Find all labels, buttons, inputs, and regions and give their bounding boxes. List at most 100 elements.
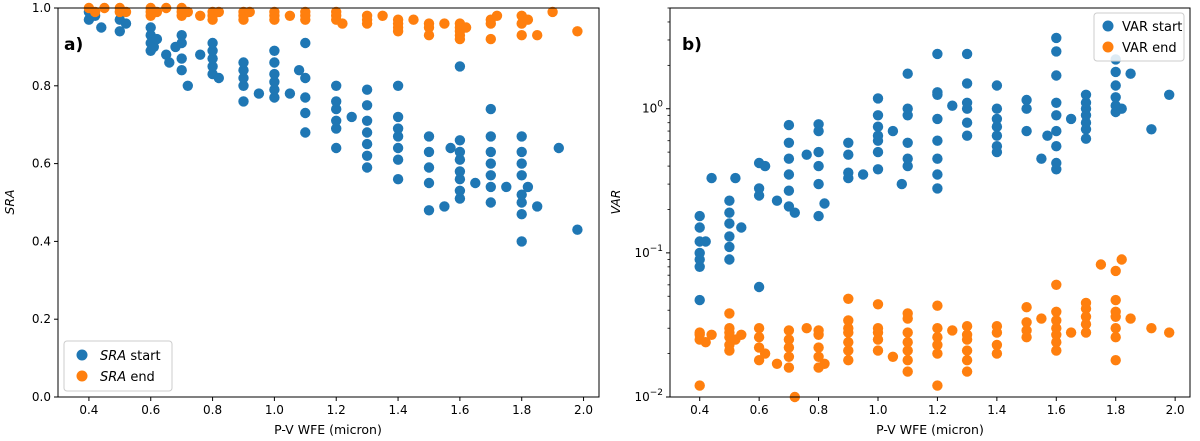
x-ticks-b: 0.4 0.6 0.8 1.0 1.2 1.4 1.6 1.8 2.0 (690, 397, 1185, 417)
x-tick-label-b-1: 0.6 (750, 403, 769, 417)
data-point-a-s0-101 (532, 201, 543, 212)
data-point-a-s0-60 (361, 84, 373, 95)
data-point-a-s1-1 (89, 6, 101, 18)
data-point-b-s0-29 (789, 207, 800, 218)
data-point-b-s0-54 (902, 137, 913, 148)
data-point-b-s0-5 (694, 222, 705, 233)
data-point-a-s1-57 (491, 10, 503, 21)
data-point-b-s1-32 (819, 358, 830, 369)
data-point-b-s0-42 (857, 169, 869, 180)
data-point-a-s0-29 (238, 80, 249, 92)
data-point-b-s1-75 (1051, 345, 1062, 356)
data-point-a-s0-59 (361, 100, 373, 111)
data-point-b-s1-65 (961, 321, 973, 332)
data-point-b-s0-104 (1110, 92, 1121, 103)
data-point-a-s0-54 (361, 162, 373, 173)
data-point-b-s0-30 (801, 149, 812, 160)
data-point-a-s0-85 (485, 181, 496, 193)
data-point-b-s0-101 (1080, 89, 1092, 101)
legend-label-sra-start-rest: start (126, 349, 160, 364)
data-point-b-s0-51 (896, 178, 907, 190)
axes-frame-a (57, 7, 600, 398)
data-point-b-s1-37 (843, 323, 854, 334)
data-point-b-s0-17 (753, 281, 765, 293)
data-point-a-s0-97 (516, 158, 527, 169)
legend-label-sra-end-italic: SRA (100, 370, 126, 385)
data-point-a-s0-12 (151, 33, 163, 45)
data-point-b-s0-81 (1021, 103, 1032, 114)
data-point-a-s0-40 (284, 88, 296, 99)
data-point-b-s1-11 (724, 308, 735, 319)
data-point-b-s0-27 (783, 137, 795, 148)
x-tick-label-a-8: 2.0 (574, 403, 593, 417)
data-point-b-s1-46 (902, 366, 913, 377)
data-point-b-s0-3 (694, 247, 705, 259)
x-tick-label-a-7: 1.8 (512, 403, 531, 417)
data-point-a-s1-60 (516, 30, 527, 41)
data-point-a-s1-26 (269, 14, 280, 25)
points-b (694, 32, 1175, 403)
data-point-a-s0-91 (501, 181, 512, 193)
data-point-a-s0-13 (161, 49, 172, 60)
data-point-a-s1-9 (151, 6, 163, 18)
data-point-b-s1-71 (1021, 325, 1032, 336)
data-point-a-s0-34 (269, 92, 280, 103)
data-point-a-s0-42 (300, 127, 311, 138)
data-point-b-s1-53 (932, 380, 943, 391)
data-point-b-s1-97 (1125, 313, 1136, 324)
data-point-a-s1-61 (522, 14, 534, 25)
data-point-b-s1-95 (1110, 265, 1121, 277)
data-point-b-s1-40 (872, 345, 884, 356)
data-point-a-s1-62 (532, 30, 543, 41)
data-point-a-s0-20 (182, 80, 193, 92)
x-tick-label-a-2: 0.8 (203, 403, 222, 417)
data-point-b-s0-97 (1080, 117, 1092, 128)
data-point-a-s1-34 (337, 18, 348, 29)
data-point-a-s0-74 (445, 142, 456, 154)
data-point-a-s0-23 (207, 61, 218, 72)
data-point-a-s0-35 (269, 84, 280, 95)
data-point-b-s0-32 (813, 178, 824, 190)
data-point-b-s1-61 (961, 355, 973, 366)
data-point-a-s0-31 (238, 65, 249, 76)
data-point-a-s0-51 (331, 96, 342, 107)
data-point-b-s0-34 (813, 146, 824, 158)
data-point-b-s0-31 (813, 210, 824, 222)
data-point-b-s1-39 (843, 293, 854, 304)
data-point-a-s0-48 (331, 123, 342, 134)
data-point-a-s1-23 (244, 6, 255, 18)
data-point-a-s0-64 (392, 131, 404, 142)
x-axis-title-a: P-V WFE (micron) (274, 422, 382, 437)
data-point-b-s1-78 (1051, 323, 1062, 334)
data-point-a-s0-57 (361, 127, 373, 138)
data-point-b-s1-13 (736, 329, 747, 340)
data-point-a-s0-69 (423, 177, 435, 189)
points-a (83, 2, 583, 247)
legend-label-sra-end: SRA end (100, 370, 155, 385)
data-point-a-s1-33 (331, 6, 342, 18)
y-tick-label-b-2: 100 (642, 100, 663, 116)
data-point-b-s1-4 (700, 337, 711, 348)
data-point-b-s0-15 (730, 172, 741, 184)
y-tick-label-a-4: 0.8 (32, 79, 51, 93)
data-point-b-s0-100 (1080, 97, 1092, 109)
data-point-b-s0-88 (1051, 125, 1062, 137)
data-point-b-s0-12 (724, 218, 735, 229)
data-point-b-s0-71 (961, 78, 973, 89)
legend-a: SRA start SRA end (63, 340, 173, 392)
data-point-a-s0-24 (207, 53, 218, 64)
data-point-a-s1-55 (485, 18, 496, 29)
data-point-b-s1-72 (1021, 317, 1032, 328)
data-point-b-s0-57 (902, 68, 913, 79)
data-point-b-s0-72 (961, 48, 973, 60)
data-point-b-s1-91 (1110, 323, 1121, 334)
data-point-b-s0-76 (991, 121, 1003, 132)
data-point-b-s1-17 (753, 323, 765, 334)
data-point-b-s0-26 (783, 153, 795, 164)
data-point-b-s0-91 (1051, 70, 1062, 81)
data-point-a-s0-36 (269, 76, 280, 88)
data-point-b-s1-82 (1065, 327, 1077, 338)
data-point-a-s1-47 (439, 18, 450, 29)
y-ticks-a: 0.0 0.2 0.4 0.6 0.8 1.0 (32, 1, 58, 404)
